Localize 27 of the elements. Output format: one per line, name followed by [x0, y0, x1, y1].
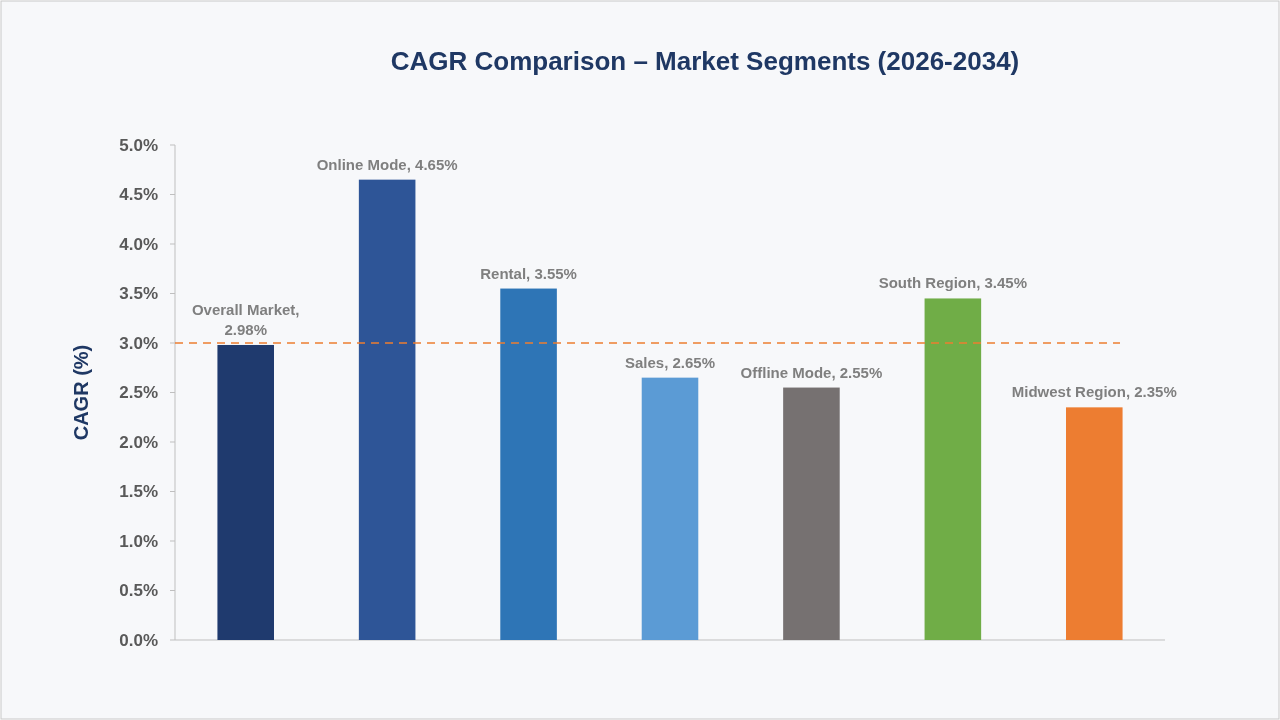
- bar: [358, 179, 416, 640]
- y-tick-label: 3.0%: [119, 333, 158, 353]
- y-tick-label: 4.5%: [119, 185, 158, 205]
- data-label: Overall Market, 2.98%: [191, 300, 300, 338]
- y-tick-label: 2.0%: [119, 432, 158, 452]
- data-label: Offline Mode, 2.55%: [740, 363, 883, 381]
- bar: [783, 387, 840, 640]
- bar: [500, 288, 557, 640]
- y-tick-label: 3.5%: [119, 284, 158, 304]
- bar: [1066, 407, 1123, 640]
- data-label: Midwest Region, 2.35%: [1011, 383, 1177, 401]
- bar: [924, 298, 982, 640]
- y-tick-label: 4.0%: [119, 234, 158, 254]
- bar: [217, 344, 274, 640]
- y-axis-title: CAGR (%): [70, 344, 92, 441]
- data-label: Online Mode, 4.65%: [316, 155, 458, 173]
- y-tick-label: 1.0%: [119, 531, 158, 551]
- y-tick-label: 0.5%: [119, 581, 158, 601]
- data-label: Sales, 2.65%: [624, 353, 716, 371]
- data-label: Rental, 3.55%: [480, 264, 577, 282]
- y-tick-label: 5.0%: [119, 135, 158, 155]
- chart-title: CAGR Comparison – Market Segments (2026-2034): [390, 46, 1020, 76]
- bar: [641, 377, 699, 640]
- data-label: South Region, 3.45%: [878, 274, 1028, 292]
- y-tick-label: 1.5%: [119, 482, 158, 502]
- y-tick-label: 0.0%: [119, 630, 158, 650]
- y-tick-label: 2.5%: [119, 383, 158, 403]
